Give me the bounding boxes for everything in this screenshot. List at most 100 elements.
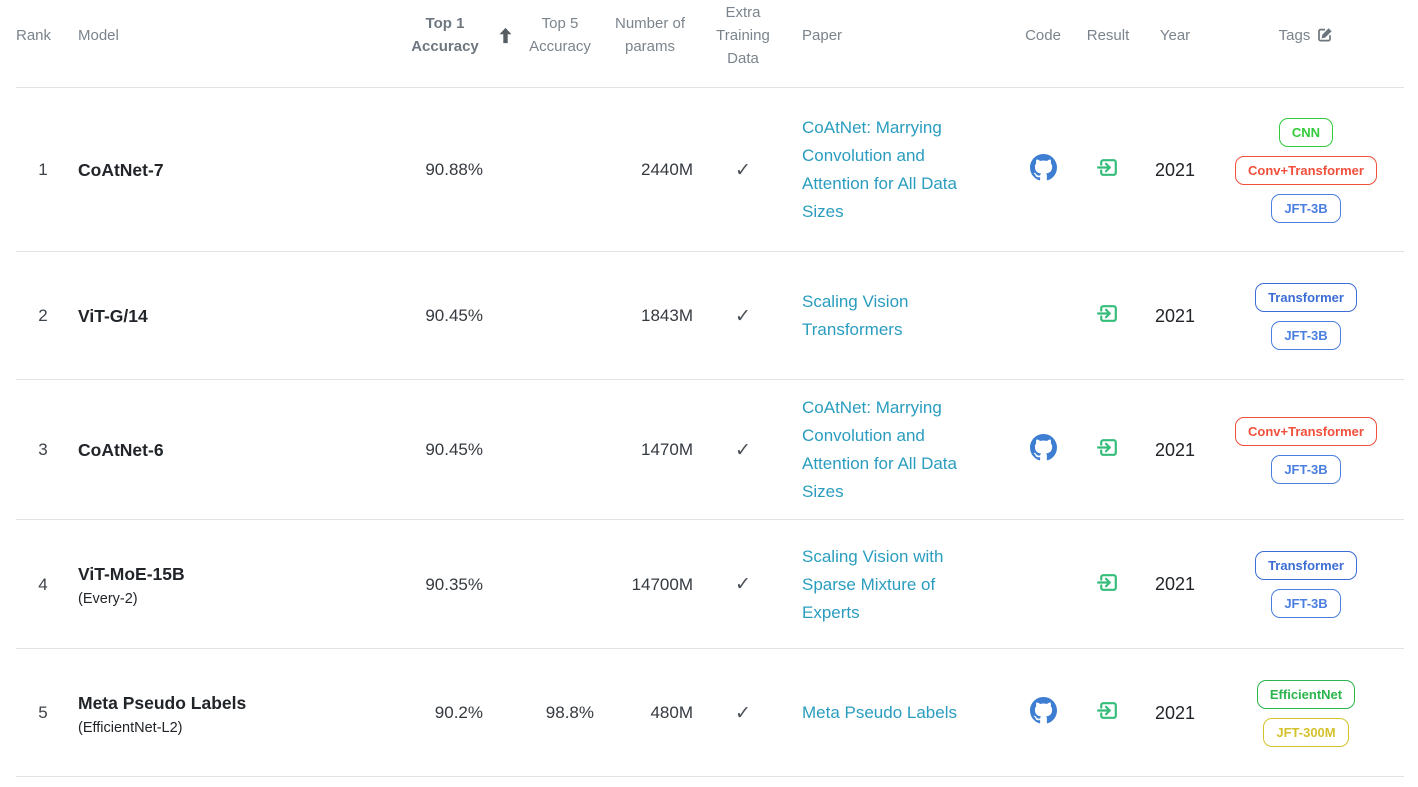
github-icon[interactable]	[1029, 697, 1057, 729]
column-header-extra-training-data[interactable]: Extra Training Data	[716, 3, 770, 67]
column-header-result[interactable]: Result	[1086, 26, 1130, 44]
column-header-top5-accuracy[interactable]: Top 5 Accuracy	[529, 15, 591, 55]
year-value: 2021	[1154, 305, 1196, 326]
paper-link[interactable]: Scaling Vision Transformers	[802, 292, 909, 339]
tag-badge[interactable]: JFT-300M	[1263, 717, 1349, 747]
column-header-top1-accuracy[interactable]: Top 1 Accuracy	[411, 15, 479, 55]
checkmark-icon: ✓	[735, 305, 751, 327]
model-cell: CoAtNet-6	[70, 438, 400, 462]
paper-link[interactable]: Meta Pseudo Labels	[802, 703, 957, 722]
model-cell: ViT-G/14	[70, 304, 400, 328]
tags-cell: Transformer JFT-3B	[1210, 269, 1402, 364]
extra-training-data-cell: ✓	[700, 439, 786, 462]
tag-badge[interactable]: Transformer	[1255, 282, 1357, 312]
model-name: CoAtNet-6	[78, 440, 164, 460]
checkmark-icon: ✓	[735, 439, 751, 461]
checkmark-icon: ✓	[735, 159, 751, 181]
extra-training-data-cell: ✓	[700, 305, 786, 328]
paper-link[interactable]: CoAtNet: Marrying Convolution and Attent…	[802, 118, 957, 221]
tag-badge[interactable]: JFT-3B	[1271, 320, 1341, 350]
extra-training-data-cell: ✓	[700, 159, 786, 182]
table-header: Rank Model Top 1 Accuracy Top 5 Accuracy…	[0, 0, 1418, 88]
result-enter-icon[interactable]	[1096, 570, 1121, 600]
top1-accuracy-value: 90.35%	[425, 574, 483, 594]
rank-value: 4	[38, 574, 48, 594]
tag-badge[interactable]: Conv+Transformer	[1235, 155, 1377, 185]
result-cell	[1076, 155, 1140, 185]
result-enter-icon[interactable]	[1096, 301, 1121, 331]
params-value: 2440M	[641, 160, 693, 179]
model-cell: ViT-MoE-15B (Every-2)	[70, 562, 400, 607]
top5-accuracy-value: 98.8%	[545, 703, 594, 722]
tag-badge[interactable]: Conv+Transformer	[1235, 416, 1377, 446]
params-value: 480M	[650, 703, 693, 722]
sort-arrow-up-icon[interactable]	[490, 26, 520, 45]
model-subname: (Every-2)	[78, 591, 138, 607]
top1-accuracy-value: 90.2%	[434, 703, 483, 722]
rank-value: 1	[38, 160, 48, 179]
github-icon[interactable]	[1029, 434, 1057, 466]
extra-training-data-cell: ✓	[700, 702, 786, 725]
params-value: 14700M	[631, 574, 693, 594]
tag-badge[interactable]: JFT-3B	[1271, 589, 1341, 618]
column-header-number-of-params[interactable]: Number of params	[614, 15, 686, 55]
year-value: 2021	[1154, 159, 1196, 180]
paper-link[interactable]: Scaling Vision with Sparse Mixture of Ex…	[802, 546, 944, 622]
column-header-code[interactable]: Code	[1025, 26, 1061, 44]
paper-cell: CoAtNet: Marrying Convolution and Attent…	[786, 394, 1010, 506]
model-name: ViT-MoE-15B	[78, 564, 185, 584]
model-subname: (EfficientNet-L2)	[78, 719, 183, 736]
result-enter-icon[interactable]	[1096, 435, 1121, 465]
table-row: 1 CoAtNet-7 90.88% 2440M ✓ CoAtNet: Marrying …	[0, 88, 1418, 252]
checkmark-icon: ✓	[735, 702, 751, 724]
model-name: Meta Pseudo Labels	[78, 692, 247, 713]
params-value: 1470M	[641, 440, 693, 459]
column-header-tags: Tags	[1210, 24, 1402, 47]
tags-cell: EfficientNet JFT-300M	[1210, 666, 1402, 761]
year-value: 2021	[1154, 439, 1196, 460]
top1-accuracy-value: 90.88%	[425, 160, 483, 179]
code-cell	[1010, 154, 1076, 186]
tags-cell: Transformer JFT-3B	[1210, 537, 1402, 632]
tag-badge[interactable]: Transformer	[1255, 551, 1357, 580]
paper-cell: CoAtNet: Marrying Convolution and Attent…	[786, 114, 1010, 226]
model-name: ViT-G/14	[78, 306, 148, 326]
rank-value: 3	[38, 440, 48, 459]
result-enter-icon[interactable]	[1096, 698, 1121, 728]
tag-badge[interactable]: JFT-3B	[1271, 454, 1341, 484]
model-cell: Meta Pseudo Labels (EfficientNet-L2)	[70, 691, 400, 736]
paper-cell: Scaling Vision with Sparse Mixture of Ex…	[786, 543, 1010, 627]
params-value: 1843M	[641, 306, 693, 325]
paper-cell: Meta Pseudo Labels	[786, 699, 1010, 727]
column-header-paper[interactable]: Paper	[802, 26, 843, 44]
table-row: 3 CoAtNet-6 90.45% 1470M ✓ CoAtNet: Marrying …	[0, 380, 1418, 520]
top1-accuracy-value: 90.45%	[425, 306, 483, 325]
edit-icon[interactable]	[1317, 27, 1333, 43]
year-value: 2021	[1154, 702, 1196, 723]
top1-accuracy-value: 90.45%	[425, 440, 483, 459]
year-value: 2021	[1154, 574, 1196, 594]
rank-value: 5	[38, 703, 48, 722]
column-header-year[interactable]: Year	[1159, 26, 1191, 44]
table-row: 5 Meta Pseudo Labels (EfficientNet-L2) 90.2…	[0, 649, 1418, 777]
checkmark-icon: ✓	[735, 574, 751, 595]
result-cell	[1076, 570, 1140, 600]
tags-cell: CNN Conv+Transformer JFT-3B	[1210, 104, 1402, 237]
tag-badge[interactable]: JFT-3B	[1271, 193, 1341, 223]
paper-link[interactable]: CoAtNet: Marrying Convolution and Attent…	[802, 398, 957, 501]
column-header-model[interactable]: Model	[78, 26, 119, 44]
tag-badge[interactable]: EfficientNet	[1256, 679, 1356, 709]
tags-cell: Conv+Transformer JFT-3B	[1210, 403, 1402, 498]
rank-value: 2	[38, 306, 48, 325]
code-cell	[1010, 697, 1076, 729]
paper-cell: Scaling Vision Transformers	[786, 288, 1010, 344]
result-enter-icon[interactable]	[1096, 155, 1121, 185]
result-cell	[1076, 698, 1140, 728]
tag-badge[interactable]: CNN	[1278, 117, 1334, 147]
github-icon[interactable]	[1029, 154, 1057, 186]
column-header-rank[interactable]: Rank	[16, 26, 52, 44]
extra-training-data-cell: ✓	[700, 573, 786, 596]
result-cell	[1076, 301, 1140, 331]
table-row: 2 ViT-G/14 90.45% 1843M ✓ Scaling Vision Tran…	[0, 252, 1418, 380]
